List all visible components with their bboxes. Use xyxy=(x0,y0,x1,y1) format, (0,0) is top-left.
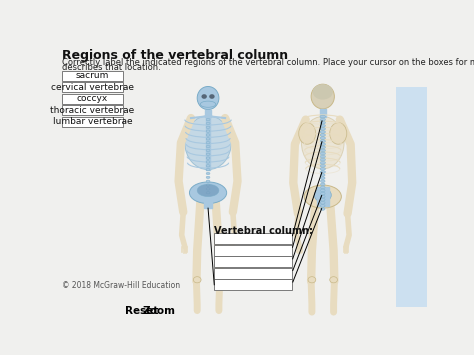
FancyBboxPatch shape xyxy=(214,233,292,244)
Ellipse shape xyxy=(320,137,326,140)
Ellipse shape xyxy=(330,277,337,283)
Ellipse shape xyxy=(320,146,326,149)
Ellipse shape xyxy=(320,133,326,136)
Ellipse shape xyxy=(320,149,326,152)
Text: Zoom: Zoom xyxy=(143,306,176,316)
Text: sacrum: sacrum xyxy=(76,71,109,80)
Ellipse shape xyxy=(201,94,207,99)
Ellipse shape xyxy=(206,142,210,144)
Ellipse shape xyxy=(206,192,210,194)
Ellipse shape xyxy=(206,138,210,140)
Ellipse shape xyxy=(320,208,325,210)
FancyBboxPatch shape xyxy=(62,82,123,92)
Ellipse shape xyxy=(206,122,210,125)
Ellipse shape xyxy=(197,87,219,110)
Ellipse shape xyxy=(320,204,325,207)
Ellipse shape xyxy=(320,192,325,195)
Ellipse shape xyxy=(206,119,210,121)
FancyBboxPatch shape xyxy=(214,268,292,279)
Ellipse shape xyxy=(320,143,326,146)
Ellipse shape xyxy=(320,168,326,170)
Ellipse shape xyxy=(206,172,210,175)
FancyBboxPatch shape xyxy=(396,87,427,307)
FancyBboxPatch shape xyxy=(62,94,123,104)
Ellipse shape xyxy=(320,183,325,186)
FancyBboxPatch shape xyxy=(214,279,292,290)
Ellipse shape xyxy=(320,171,326,173)
Text: © 2018 McGraw-Hill Education: © 2018 McGraw-Hill Education xyxy=(63,281,181,290)
Ellipse shape xyxy=(215,277,223,283)
Ellipse shape xyxy=(197,184,219,197)
Ellipse shape xyxy=(320,195,325,198)
Ellipse shape xyxy=(193,277,201,283)
Text: Reset: Reset xyxy=(125,306,158,316)
Text: Vertebral column:: Vertebral column: xyxy=(214,226,313,236)
Ellipse shape xyxy=(299,123,316,144)
Ellipse shape xyxy=(320,127,326,130)
Ellipse shape xyxy=(206,169,210,171)
Ellipse shape xyxy=(308,277,316,283)
Ellipse shape xyxy=(320,115,326,118)
Ellipse shape xyxy=(320,140,326,142)
Ellipse shape xyxy=(320,201,325,204)
Text: Regions of the vertebral column: Regions of the vertebral column xyxy=(63,49,289,62)
Text: cervical vertebrae: cervical vertebrae xyxy=(51,83,134,92)
Ellipse shape xyxy=(314,188,331,202)
Ellipse shape xyxy=(320,198,325,201)
Ellipse shape xyxy=(206,176,210,179)
Ellipse shape xyxy=(320,164,326,167)
Ellipse shape xyxy=(320,180,325,182)
Ellipse shape xyxy=(206,130,210,132)
Ellipse shape xyxy=(206,157,210,159)
Ellipse shape xyxy=(206,134,210,136)
Ellipse shape xyxy=(206,165,210,167)
Ellipse shape xyxy=(206,149,210,152)
FancyBboxPatch shape xyxy=(62,105,123,115)
Ellipse shape xyxy=(311,84,334,109)
Ellipse shape xyxy=(320,118,326,121)
Ellipse shape xyxy=(320,131,326,133)
Ellipse shape xyxy=(206,146,210,148)
FancyBboxPatch shape xyxy=(214,256,292,267)
Ellipse shape xyxy=(206,188,210,190)
FancyBboxPatch shape xyxy=(62,117,123,127)
Ellipse shape xyxy=(320,189,325,192)
Ellipse shape xyxy=(320,124,326,127)
Ellipse shape xyxy=(320,152,326,155)
Ellipse shape xyxy=(206,126,210,129)
Text: lumbar vertebrae: lumbar vertebrae xyxy=(53,118,132,126)
Text: thoracic vertebrae: thoracic vertebrae xyxy=(50,106,135,115)
FancyBboxPatch shape xyxy=(214,245,292,256)
FancyBboxPatch shape xyxy=(62,71,123,81)
Ellipse shape xyxy=(320,186,325,189)
Ellipse shape xyxy=(320,155,326,158)
Ellipse shape xyxy=(320,158,326,161)
Text: Correctly label the indicated regions of the vertebral column. Place your cursor: Correctly label the indicated regions of… xyxy=(63,58,474,67)
Ellipse shape xyxy=(185,116,231,170)
Ellipse shape xyxy=(320,162,326,164)
Ellipse shape xyxy=(209,94,215,99)
Ellipse shape xyxy=(304,185,341,208)
Ellipse shape xyxy=(206,184,210,186)
Ellipse shape xyxy=(313,84,333,100)
Ellipse shape xyxy=(206,153,210,155)
Ellipse shape xyxy=(190,182,227,203)
Ellipse shape xyxy=(320,174,325,176)
Ellipse shape xyxy=(201,101,216,107)
Ellipse shape xyxy=(330,123,347,144)
Ellipse shape xyxy=(320,177,325,180)
Ellipse shape xyxy=(206,161,210,163)
Ellipse shape xyxy=(320,121,326,124)
Ellipse shape xyxy=(301,116,344,169)
Text: describes that location.: describes that location. xyxy=(63,64,161,72)
Text: coccyx: coccyx xyxy=(77,94,108,103)
Ellipse shape xyxy=(206,180,210,182)
